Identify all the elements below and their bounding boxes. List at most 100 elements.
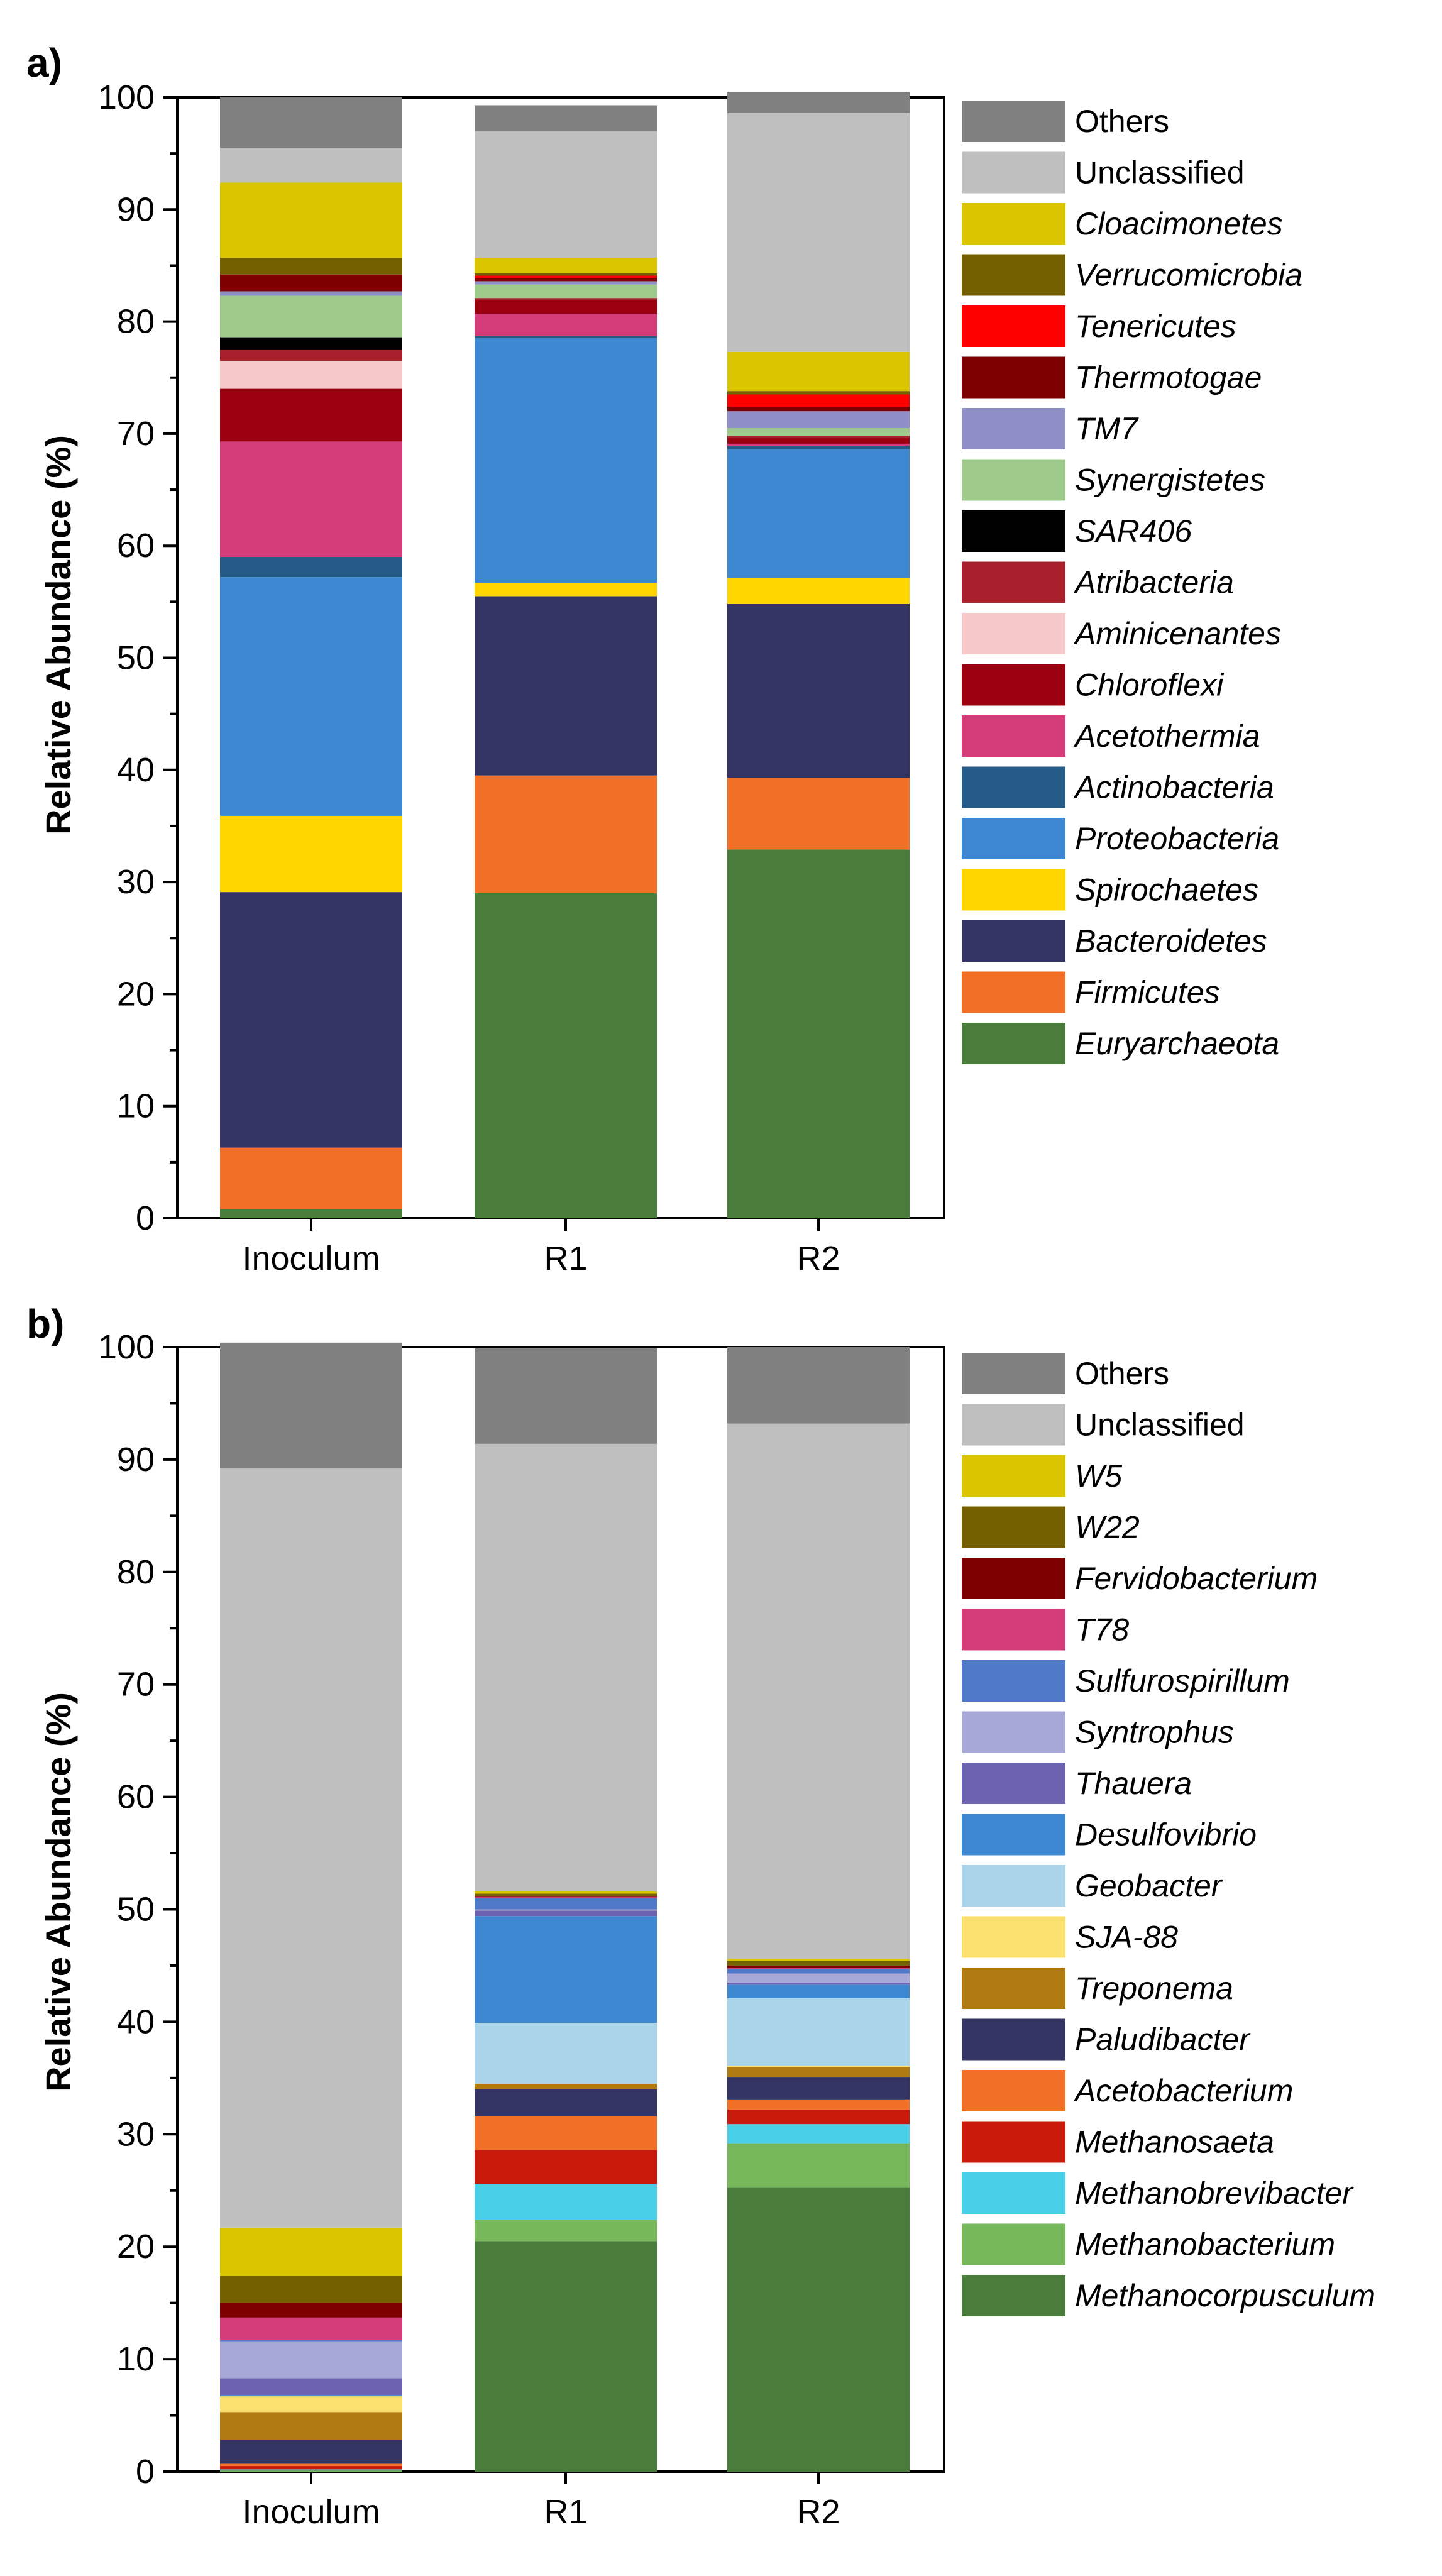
panel-b-y-tick-label: 20	[117, 2228, 155, 2265]
panel-a-bar-r1-unclassified	[475, 131, 657, 258]
panel-b-bar-r2-methanocorpusculum	[727, 2187, 910, 2472]
panel-b-bar-r1-syntrophus	[475, 1909, 657, 1911]
panel-b-bar-r2-others	[727, 1347, 910, 1424]
panel-a-bar-inoculum-aminicenantes	[220, 361, 402, 389]
panel-b-label: b)	[26, 1301, 64, 1346]
panel-a-legend-label-aminicenantes: Aminicenantes	[1073, 616, 1281, 651]
panel-a-bar-r2-synergistetes	[727, 427, 910, 436]
panel-b-legend-label-sulfurospirillum: Sulfurospirillum	[1075, 1663, 1290, 1698]
panel-a-legend-swatch-tenericutes	[962, 305, 1065, 347]
panel-b-bar-r1-w5	[475, 1891, 657, 1894]
panel-a-y-tick-label: 80	[117, 303, 155, 341]
panel-b-legend-swatch-w5	[962, 1455, 1065, 1497]
panel-b-bar-inoculum-methanobacterium	[220, 2470, 402, 2472]
panel-a-legend-swatch-acetothermia	[962, 715, 1065, 757]
panel-a-bar-r2-atribacteria	[727, 436, 910, 439]
panel-a-y-tick-label: 10	[117, 1087, 155, 1125]
panel-a-legend-swatch-thermotogae	[962, 356, 1065, 399]
panel-b-legend-swatch-methanocorpusculum	[962, 2275, 1065, 2316]
panel-b-bar-r1-thauera	[475, 1910, 657, 1917]
panel-b-legend-swatch-t78	[962, 1609, 1065, 1651]
panel-b-bar-r1-paludibacter	[475, 2089, 657, 2116]
panel-a-bar-r2-firmicutes	[727, 778, 910, 850]
panel-b-category-label-r1: R1	[544, 2493, 587, 2531]
panel-b-bar-r2-geobacter	[727, 1998, 910, 2066]
panel-a-bar-r2-acetothermia	[727, 443, 910, 446]
panel-b-legend-swatch-fervidobacterium	[962, 1558, 1065, 1599]
panel-b-legend-label-unclassified: Unclassified	[1075, 1407, 1245, 1443]
panel-b-chart: b) Relative Abundance (%) 0 10 20 30 40 50 60 7…	[26, 1301, 1434, 2531]
panel-b-bar-r2-paludibacter	[727, 2077, 910, 2100]
panel-b-bar-inoculum-desulfovibrio	[220, 2395, 402, 2397]
panel-a-legend-label-firmicutes: Firmicutes	[1075, 975, 1220, 1010]
panel-b-bar-r2-methanobrevibacter	[727, 2124, 910, 2144]
panel-b-legend-swatch-methanosaeta	[962, 2121, 1065, 2163]
panel-b-legend-swatch-unclassified	[962, 1404, 1065, 1446]
panel-b-bar-r2-acetobacterium	[727, 2099, 910, 2110]
panel-a-bar-r1-acetothermia	[475, 314, 657, 336]
panel-b-legend-swatch-methanobrevibacter	[962, 2172, 1065, 2214]
panel-b-legend-swatch-desulfovibrio	[962, 1814, 1065, 1856]
panel-a-bar-inoculum-euryarchaeota	[220, 1209, 402, 1218]
panel-b-legend-swatch-others	[962, 1353, 1065, 1394]
panel-b-bar-r1-treponema	[475, 2083, 657, 2089]
panel-b-bar-inoculum-methanobrevibacter	[220, 2469, 402, 2471]
panel-b-legend-swatch-treponema	[962, 1968, 1065, 2009]
panel-a-legend-label-others: Others	[1075, 104, 1169, 139]
panel-a-bar-r1-atribacteria	[475, 298, 657, 300]
panel-b-legend-label-others: Others	[1075, 1356, 1169, 1391]
panel-a-bar-inoculum-others	[220, 97, 402, 148]
panel-a-bar-inoculum-atribacteria	[220, 350, 402, 361]
panel-a-bar-r1-bacteroidetes	[475, 596, 657, 776]
panel-a-bar-r1-actinobacteria	[475, 336, 657, 339]
panel-b-bar-inoculum-w22	[220, 2276, 402, 2303]
panel-b-legend-swatch-sulfurospirillum	[962, 1660, 1065, 1702]
panel-a-legend-swatch-tm7	[962, 408, 1065, 449]
panel-b-legend-label-methanocorpusculum: Methanocorpusculum	[1075, 2278, 1375, 2313]
panel-b-legend-label-fervidobacterium: Fervidobacterium	[1075, 1561, 1318, 1596]
panel-a-legend-swatch-cloacimonetes	[962, 203, 1065, 245]
panel-a-category-label-r1: R1	[544, 1240, 587, 1277]
panel-a-legend-swatch-chloroflexi	[962, 664, 1065, 706]
panel-a-bar-inoculum-unclassified	[220, 148, 402, 183]
panel-a-legend-label-euryarchaeota: Euryarchaeota	[1075, 1026, 1279, 1061]
panel-b-category-label-inoculum: Inoculum	[242, 2493, 380, 2531]
panel-a-legend-swatch-euryarchaeota	[962, 1023, 1065, 1064]
panel-a-bar-inoculum-cloacimonetes	[220, 182, 402, 258]
panel-a-bar-r2-spirochaetes	[727, 578, 910, 604]
panel-b-bar-r2-treponema	[727, 2066, 910, 2078]
panel-b-legend-swatch-geobacter	[962, 1865, 1065, 1907]
panel-b-bar-r1-methanobacterium	[475, 2220, 657, 2242]
panel-a-bar-r1-cloacimonetes	[475, 257, 657, 273]
panel-a-y-axis-title: Relative Abundance (%)	[38, 435, 78, 835]
panel-a-bar-r2-unclassified	[727, 113, 910, 352]
panel-a-bar-r2-proteobacteria	[727, 449, 910, 578]
panel-a-legend-swatch-aminicenantes	[962, 613, 1065, 654]
panel-a-bar-r2-others	[727, 92, 910, 113]
panel-b-y-tick-label: 0	[136, 2453, 155, 2491]
panel-b-bar-inoculum-unclassified	[220, 1468, 402, 2228]
panel-a-legend-label-sar406: SAR406	[1075, 514, 1192, 549]
panel-b-y-tick-label: 80	[117, 1553, 155, 1591]
panel-b-bar-inoculum-fervidobacterium	[220, 2303, 402, 2318]
panel-b-y-tick-label: 30	[117, 2115, 155, 2153]
panel-b-bar-inoculum-paludibacter	[220, 2440, 402, 2464]
panel-b-bar-inoculum-others	[220, 1342, 402, 1469]
panel-b-bar-r2-sja-88	[727, 2066, 910, 2067]
panel-a-category-label-inoculum: Inoculum	[242, 1240, 380, 1277]
panel-b-bar-inoculum-thauera	[220, 2378, 402, 2396]
panel-b-y-tick-label: 50	[117, 1891, 155, 1929]
panel-a-legend-label-chloroflexi: Chloroflexi	[1075, 668, 1225, 703]
panel-a-bar-r1-firmicutes	[475, 775, 657, 893]
panel-a-legend-label-synergistetes: Synergistetes	[1075, 463, 1265, 498]
panel-b-legend-label-acetobacterium: Acetobacterium	[1073, 2073, 1293, 2108]
panel-a-bar-r1-tm7	[475, 281, 657, 285]
panel-b-legend-label-sja-88: SJA-88	[1075, 1920, 1178, 1955]
panel-b-bar-inoculum-methanosaeta	[220, 2466, 402, 2470]
panel-a-legend-swatch-others	[962, 101, 1065, 142]
panel-a-legend-label-verrucomicrobia: Verrucomicrobia	[1075, 258, 1302, 293]
panel-b-legend-swatch-syntrophus	[962, 1711, 1065, 1753]
panel-a-y-tick-label: 90	[117, 190, 155, 228]
panel-b-legend-swatch-w22	[962, 1506, 1065, 1548]
